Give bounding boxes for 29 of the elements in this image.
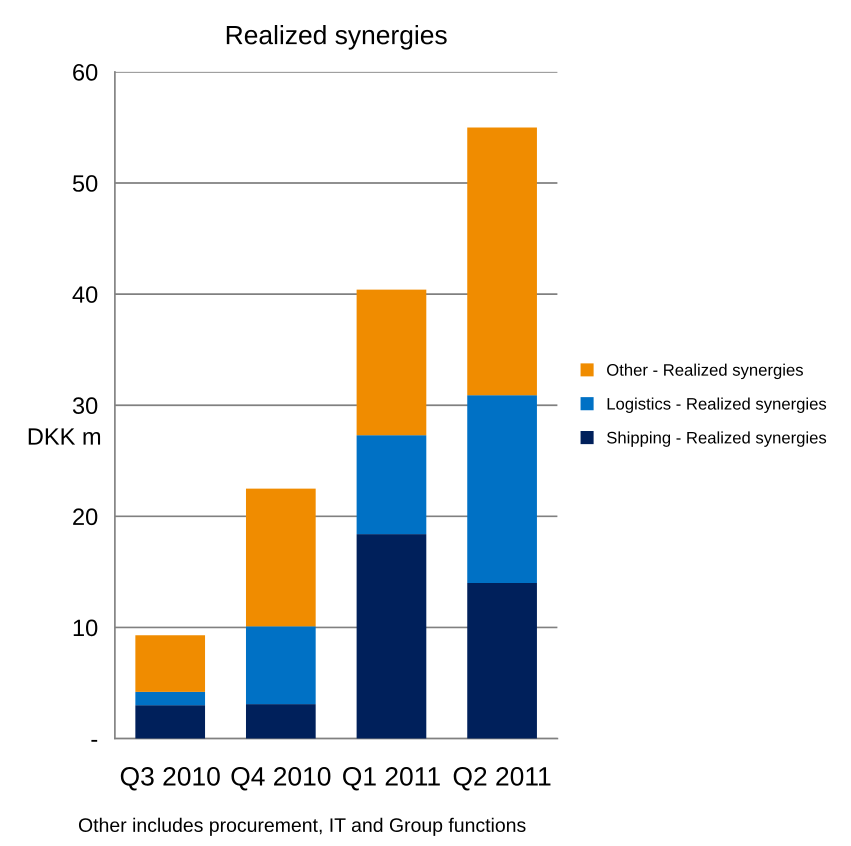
x-tick-label: Q1 2011 [343,767,440,790]
y-tick-label: 30 [72,397,98,414]
bar [135,692,206,706]
y-tick-label: 40 [72,286,98,303]
y-tick-label: 50 [72,175,98,192]
bar [135,705,206,739]
y-tick-label: 20 [73,508,98,526]
x-tick-label: Q4 2010 [231,767,330,790]
y-tick-label: 60 [73,64,98,81]
y-axis-title: DKK m [28,428,100,445]
legend-label: Other - Realized synergies [607,364,803,380]
bar [356,290,426,436]
legend-label: Shipping - Realized synergies [607,431,826,447]
y-tick-label: 10 [74,620,98,636]
bar [246,704,316,739]
legend-label: Logistics - Realized synergies [608,397,826,413]
bar [356,534,426,739]
bar [246,626,316,704]
x-tick-label: Q2 2011 [454,767,550,790]
bar [467,583,537,739]
x-tick-label: Q3 2010 [120,767,220,790]
bar [467,127,537,396]
bar [467,395,537,584]
bar [135,635,206,692]
text: Other includes procurement, IT and Group functions [78,818,526,836]
bar [356,435,426,534]
bar [246,488,316,626]
y-tick-label: - [91,740,98,742]
chart-title: Realized synergies [226,25,447,50]
